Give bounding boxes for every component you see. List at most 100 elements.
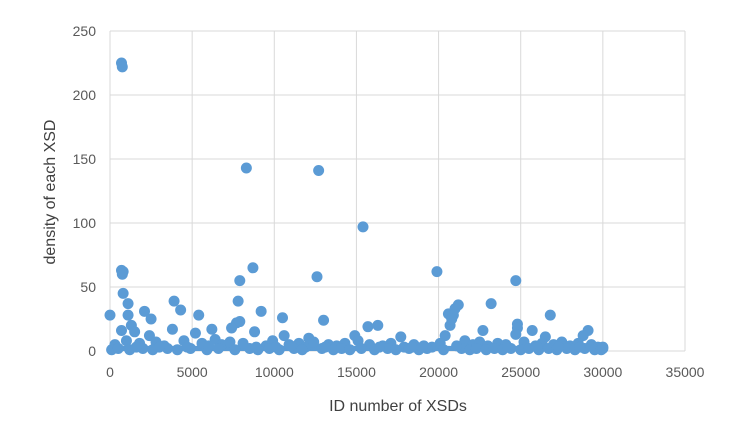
scatter-point [212, 342, 224, 354]
y-tick-label: 250 [73, 23, 97, 39]
scatter-point [543, 342, 555, 354]
scatter-point [189, 327, 201, 339]
scatter-point [523, 342, 535, 354]
scatter-point [130, 341, 142, 353]
scatter-point [139, 305, 150, 317]
scatter-point [116, 61, 128, 73]
scatter-point [544, 309, 556, 321]
scatter-point [278, 330, 290, 342]
scatter-point [515, 344, 527, 356]
scatter-point [574, 341, 586, 353]
scatter-point [162, 342, 173, 354]
x-tick-label: 30000 [583, 364, 622, 380]
x-tick-label: 5000 [177, 364, 208, 380]
x-tick-label: 35000 [666, 364, 705, 380]
scatter-point [510, 275, 522, 287]
scatter-point [249, 326, 261, 338]
y-tick-label: 150 [73, 151, 97, 167]
data-points [104, 57, 609, 356]
scatter-point [480, 344, 492, 356]
scatter-point [553, 341, 564, 353]
x-axis-tick-labels: 0 5000 10000 15000 20000 25000 30000 35000 [106, 364, 705, 380]
scatter-point [451, 340, 463, 352]
scatter-point [336, 342, 348, 354]
scatter-point [488, 342, 500, 354]
scatter-point [240, 162, 252, 174]
scatter-point [226, 322, 238, 334]
x-tick-label: 10000 [255, 364, 294, 380]
scatter-point [431, 266, 443, 278]
scatter-point [313, 165, 325, 177]
scatter-point [510, 328, 522, 340]
x-tick-label: 20000 [419, 364, 458, 380]
scatter-point [390, 344, 402, 356]
scatter-point [247, 262, 259, 274]
scatter-point [181, 341, 193, 353]
scatter-point [438, 344, 449, 356]
scatter-point [250, 341, 262, 353]
scatter-point [416, 341, 428, 353]
scatter-point [296, 344, 308, 356]
scatter-point [357, 221, 369, 233]
scatter-point [255, 305, 267, 317]
scatter-point [311, 271, 323, 283]
scatter-point [308, 336, 320, 348]
x-axis-title: ID number of XSDs [329, 398, 467, 415]
scatter-point [120, 335, 132, 347]
y-axis-tick-labels: 0 50 100 150 200 250 [73, 23, 97, 359]
scatter-point [372, 319, 384, 331]
scatter-point [166, 323, 178, 335]
x-tick-label: 15000 [337, 364, 376, 380]
scatter-point [285, 340, 297, 352]
scatter-point [270, 341, 282, 353]
x-tick-label: 0 [106, 364, 114, 380]
scatter-point [171, 344, 183, 356]
y-tick-label: 50 [80, 279, 96, 295]
scatter-point [502, 341, 514, 353]
scatter-point [116, 325, 127, 337]
scatter-point [122, 298, 134, 310]
scatter-point [561, 342, 573, 354]
scatter-point [229, 344, 241, 356]
scatter-point [206, 323, 218, 335]
scatter-point [373, 341, 385, 353]
scatter-point [477, 325, 489, 337]
y-tick-label: 100 [73, 215, 97, 231]
scatter-point [485, 298, 497, 310]
scatter-point [203, 340, 215, 352]
scatter-point [153, 341, 165, 353]
scatter-point [318, 314, 330, 326]
scatter-point [277, 312, 288, 324]
scatter-point [122, 309, 134, 321]
scatter-point [175, 304, 187, 316]
scatter-point [597, 341, 609, 353]
scatter-point [104, 309, 116, 321]
scatter-point [406, 341, 418, 353]
y-axis-title: density of each XSD [42, 120, 59, 265]
scatter-point [319, 341, 331, 353]
scatter-point [117, 287, 129, 299]
y-tick-label: 200 [73, 87, 97, 103]
scatter-point [526, 325, 538, 337]
scatter-point [234, 316, 246, 328]
x-tick-label: 25000 [501, 364, 540, 380]
scatter-point [395, 331, 407, 343]
scatter-point [168, 295, 180, 307]
scatter-point [234, 275, 246, 287]
scatter-point [362, 321, 374, 333]
scatter-point [382, 342, 394, 354]
scatter-point [355, 342, 367, 354]
scatter-point [470, 342, 482, 354]
scatter-point [344, 344, 356, 356]
scatter-point [129, 326, 141, 338]
scatter-point [145, 313, 157, 325]
scatter-point [446, 313, 458, 325]
gridlines [109, 30, 686, 352]
scatter-point [193, 309, 205, 321]
y-tick-label: 0 [88, 343, 96, 359]
scatter-point [112, 342, 124, 354]
scatter-point [116, 268, 128, 280]
scatter-point [232, 295, 244, 307]
